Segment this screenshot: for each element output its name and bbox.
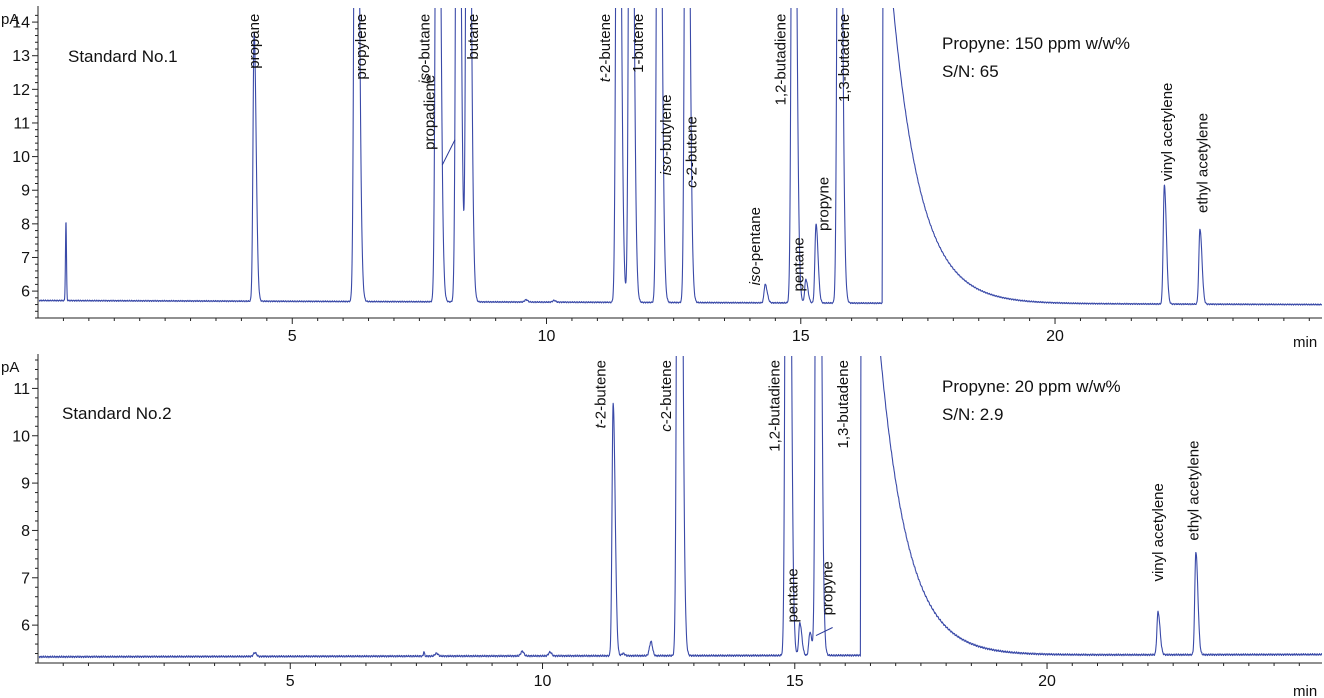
panel-1: Standard No.1 Propyne: 150 ppm w/w% S/N:… <box>1 6 1322 351</box>
y-tick-label: 11 <box>13 115 30 132</box>
peak-label: 1,3-butadene <box>836 14 853 102</box>
x-tick-label: 20 <box>1046 328 1064 345</box>
peak-label: vinyl acetylene <box>1159 83 1176 181</box>
peak-label: iso-butane <box>417 14 434 84</box>
peak-label: t-2-butene <box>597 14 614 82</box>
x-tick-label: 15 <box>792 328 810 345</box>
x-tick-label: 5 <box>288 328 297 345</box>
panel-2-info-sn: S/N: 2.9 <box>942 405 1003 424</box>
x-tick-label: 5 <box>286 673 295 690</box>
y-tick-label: 10 <box>12 149 30 166</box>
label-leader-line <box>441 139 456 166</box>
peak-label: propadiene <box>422 75 439 150</box>
peak-label: pentane <box>784 568 801 622</box>
peak-label: propyne <box>820 561 837 615</box>
chromatogram-trace <box>38 8 1322 306</box>
peak-label: 1,2-butadiene <box>767 360 784 452</box>
panel-2-info-propyne: Propyne: 20 ppm w/w% <box>942 377 1121 396</box>
y-tick-label: 7 <box>21 570 30 587</box>
x-tick-label: 20 <box>1038 673 1056 690</box>
peak-label: iso-butylene <box>658 94 675 175</box>
peak-label: propylene <box>353 14 370 80</box>
x-tick-label: 15 <box>786 673 804 690</box>
peak-label: ethyl acetylene <box>1195 113 1212 213</box>
panel-2-ylabel: pA <box>1 359 19 376</box>
panel-1-xlabel: min <box>1293 334 1317 351</box>
label-leader-line <box>815 627 833 636</box>
peak-label: iso-pentane <box>747 207 764 285</box>
peak-label: 1,2-butadiene <box>772 14 789 106</box>
panel-2-xlabel: min <box>1293 683 1317 698</box>
panel-1-info-sn: S/N: 65 <box>942 62 999 81</box>
peak-label: 1,3-butadene <box>835 360 852 448</box>
panel-2-title: Standard No.2 <box>62 404 172 423</box>
y-tick-label: 10 <box>12 428 30 445</box>
peak-label: pentane <box>790 237 807 291</box>
y-tick-label: 6 <box>21 618 30 635</box>
chromatogram-trace <box>38 356 1322 659</box>
y-tick-label: 7 <box>21 250 30 267</box>
x-tick-label: 10 <box>534 673 552 690</box>
peak-label: c-2-butene <box>684 116 701 188</box>
peak-label: ethyl acetylene <box>1185 441 1202 541</box>
x-tick-label: 10 <box>538 328 556 345</box>
panel-1-title: Standard No.1 <box>68 47 178 66</box>
y-tick-label: 6 <box>21 284 30 301</box>
peak-label: butane <box>465 14 482 60</box>
y-tick-label: 9 <box>21 183 30 200</box>
peak-label: vinyl acetylene <box>1150 483 1167 581</box>
peak-label: 1-butene <box>630 14 647 73</box>
panel-1-info-propyne: Propyne: 150 ppm w/w% <box>942 34 1130 53</box>
y-tick-label: 8 <box>21 216 30 233</box>
y-tick-label: 13 <box>12 48 30 65</box>
panel-1-ylabel: pA <box>1 11 19 28</box>
y-tick-label: 8 <box>21 523 30 540</box>
y-tick-label: 9 <box>21 476 30 493</box>
y-tick-label: 11 <box>13 381 30 398</box>
peak-label: propane <box>246 14 263 69</box>
peak-label: propyne <box>816 177 833 231</box>
y-tick-label: 12 <box>12 82 30 99</box>
peak-label: c-2-butene <box>658 360 675 432</box>
y-tick-label: 14 <box>12 15 30 32</box>
peak-label: t-2-butene <box>593 360 610 428</box>
